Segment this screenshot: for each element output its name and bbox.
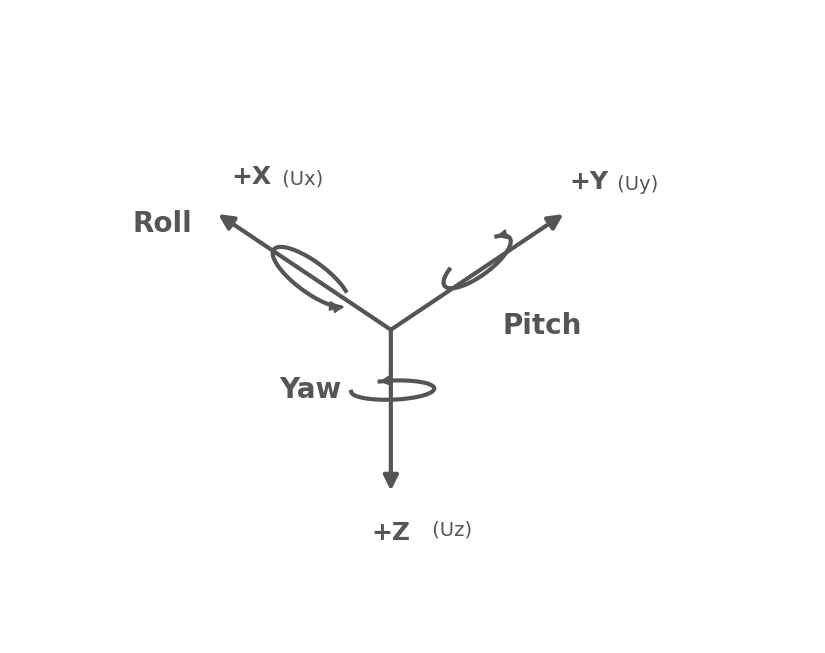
Text: Pitch: Pitch <box>502 312 582 340</box>
Text: +Y: +Y <box>570 170 609 194</box>
Text: +Z: +Z <box>371 521 410 545</box>
Text: Roll: Roll <box>133 210 192 238</box>
Text: (Ux): (Ux) <box>276 170 323 189</box>
Text: +X: +X <box>231 165 271 189</box>
Text: (Uz): (Uz) <box>426 521 472 540</box>
Text: Yaw: Yaw <box>280 376 342 404</box>
Text: (Uy): (Uy) <box>611 175 658 194</box>
